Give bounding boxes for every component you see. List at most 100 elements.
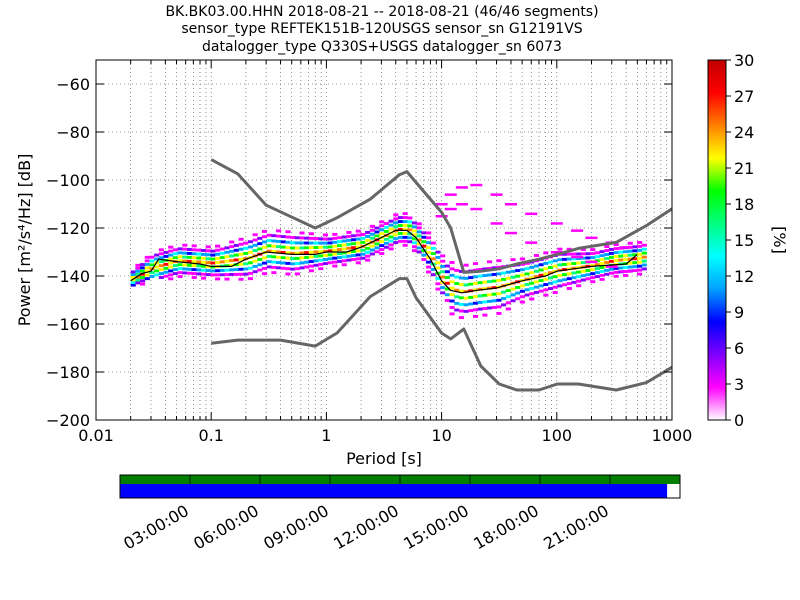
nhnm-curve xyxy=(210,158,672,274)
density-cell xyxy=(599,270,605,273)
density-cell xyxy=(430,273,436,277)
density-cell xyxy=(224,246,230,250)
density-cell xyxy=(515,291,521,295)
density-cell xyxy=(449,286,455,290)
density-cell xyxy=(140,269,146,273)
density-cell xyxy=(482,287,488,291)
density-cell xyxy=(224,277,230,281)
density-cell xyxy=(454,301,460,305)
density-cell xyxy=(196,260,202,264)
density-cell xyxy=(468,276,474,280)
density-cell xyxy=(168,245,174,249)
density-cell xyxy=(351,258,357,261)
density-cell xyxy=(407,232,413,236)
density-cell xyxy=(547,260,554,264)
density-cell xyxy=(144,270,150,273)
density-cell xyxy=(365,231,371,234)
density-cell xyxy=(266,239,272,242)
density-cell xyxy=(552,285,558,289)
density-cell xyxy=(641,259,647,263)
density-cell xyxy=(336,240,343,244)
density-cell xyxy=(299,256,305,260)
density-cell xyxy=(519,284,525,288)
density-cell xyxy=(215,252,221,256)
density-cell xyxy=(637,264,643,268)
density-cell xyxy=(243,251,249,255)
density-cell xyxy=(238,272,244,276)
density-cell xyxy=(201,264,207,268)
density-cell xyxy=(318,245,324,249)
density-cell xyxy=(233,268,239,272)
density-cell xyxy=(590,256,596,260)
density-cell xyxy=(477,268,483,271)
density-cell xyxy=(458,296,464,300)
density-cell xyxy=(261,240,268,244)
outlier-cell xyxy=(605,265,618,268)
density-cell xyxy=(233,248,239,252)
density-cell xyxy=(135,275,141,279)
density-cell xyxy=(444,276,450,279)
density-cell xyxy=(613,243,619,247)
density-cell xyxy=(276,250,282,254)
density-cell xyxy=(322,262,329,266)
density-cell xyxy=(552,291,558,294)
density-cell xyxy=(458,289,464,293)
density-cell xyxy=(397,228,404,231)
density-cell xyxy=(426,270,432,274)
density-cell xyxy=(177,259,183,263)
density-cell xyxy=(276,234,282,238)
density-cell xyxy=(224,273,230,277)
density-cell xyxy=(191,260,197,264)
density-cell xyxy=(472,262,479,266)
density-cell xyxy=(215,277,221,281)
density-cell xyxy=(247,240,253,244)
density-cell xyxy=(318,237,324,241)
density-cell xyxy=(379,224,385,228)
density-cell xyxy=(566,287,572,290)
density-cell xyxy=(318,258,324,262)
density-cell xyxy=(243,272,249,276)
density-cell xyxy=(252,264,258,268)
outlier-cell xyxy=(571,229,584,232)
density-cell xyxy=(463,296,469,300)
density-cell xyxy=(637,260,643,264)
density-cell xyxy=(299,261,305,265)
density-cell xyxy=(613,274,619,278)
density-cell xyxy=(252,259,258,263)
density-cell xyxy=(196,252,202,256)
density-cell xyxy=(313,254,319,258)
density-cell xyxy=(604,257,610,260)
density-cell xyxy=(238,277,244,281)
density-cell xyxy=(449,267,455,271)
density-cell xyxy=(641,247,647,251)
density-cell xyxy=(201,249,207,252)
density-cell xyxy=(440,259,446,263)
density-cell xyxy=(229,259,235,263)
density-cell xyxy=(374,250,380,254)
density-cell xyxy=(547,265,554,269)
density-cell xyxy=(613,255,619,258)
density-cell xyxy=(294,267,300,271)
density-cell xyxy=(468,302,474,306)
density-cell xyxy=(308,260,314,263)
density-cell xyxy=(186,248,193,251)
density-cell xyxy=(421,249,427,253)
density-cell xyxy=(182,255,188,259)
density-cell xyxy=(285,240,291,244)
density-cell xyxy=(360,240,366,244)
density-cell xyxy=(519,268,525,272)
density-cell xyxy=(294,241,300,245)
density-cell xyxy=(229,249,235,253)
timeline-tick-label: 15:00:00 xyxy=(400,501,472,553)
density-cell xyxy=(280,245,286,249)
density-cell xyxy=(543,251,549,255)
density-cell xyxy=(566,252,572,256)
y-tick-label: −120 xyxy=(46,219,90,238)
outlier-cell xyxy=(620,246,633,249)
density-cell xyxy=(472,301,479,305)
density-cell xyxy=(299,266,305,270)
density-cell xyxy=(416,242,422,246)
density-cell xyxy=(557,247,563,251)
density-cell xyxy=(449,273,455,277)
density-cell xyxy=(215,244,221,248)
